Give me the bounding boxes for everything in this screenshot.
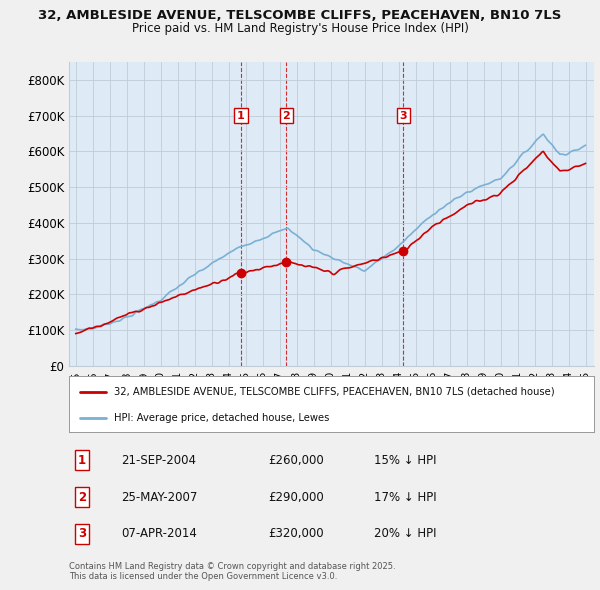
Text: 1: 1	[237, 110, 245, 120]
Text: 07-APR-2014: 07-APR-2014	[121, 527, 197, 540]
Text: Contains HM Land Registry data © Crown copyright and database right 2025.: Contains HM Land Registry data © Crown c…	[69, 562, 395, 571]
Text: 21-SEP-2004: 21-SEP-2004	[121, 454, 197, 467]
Text: 15% ↓ HPI: 15% ↓ HPI	[373, 454, 436, 467]
Text: Price paid vs. HM Land Registry's House Price Index (HPI): Price paid vs. HM Land Registry's House …	[131, 22, 469, 35]
Text: HPI: Average price, detached house, Lewes: HPI: Average price, detached house, Lewe…	[113, 413, 329, 423]
Text: 2: 2	[78, 490, 86, 504]
Text: This data is licensed under the Open Government Licence v3.0.: This data is licensed under the Open Gov…	[69, 572, 337, 581]
Text: £320,000: £320,000	[269, 527, 324, 540]
Text: 32, AMBLESIDE AVENUE, TELSCOMBE CLIFFS, PEACEHAVEN, BN10 7LS: 32, AMBLESIDE AVENUE, TELSCOMBE CLIFFS, …	[38, 9, 562, 22]
Text: 25-MAY-2007: 25-MAY-2007	[121, 490, 198, 504]
Text: 3: 3	[400, 110, 407, 120]
Text: 20% ↓ HPI: 20% ↓ HPI	[373, 527, 436, 540]
Text: 17% ↓ HPI: 17% ↓ HPI	[373, 490, 436, 504]
Text: £260,000: £260,000	[269, 454, 324, 467]
Text: 1: 1	[78, 454, 86, 467]
Text: 3: 3	[78, 527, 86, 540]
Text: 32, AMBLESIDE AVENUE, TELSCOMBE CLIFFS, PEACEHAVEN, BN10 7LS (detached house): 32, AMBLESIDE AVENUE, TELSCOMBE CLIFFS, …	[113, 386, 554, 396]
Text: £290,000: £290,000	[269, 490, 324, 504]
Text: 2: 2	[283, 110, 290, 120]
